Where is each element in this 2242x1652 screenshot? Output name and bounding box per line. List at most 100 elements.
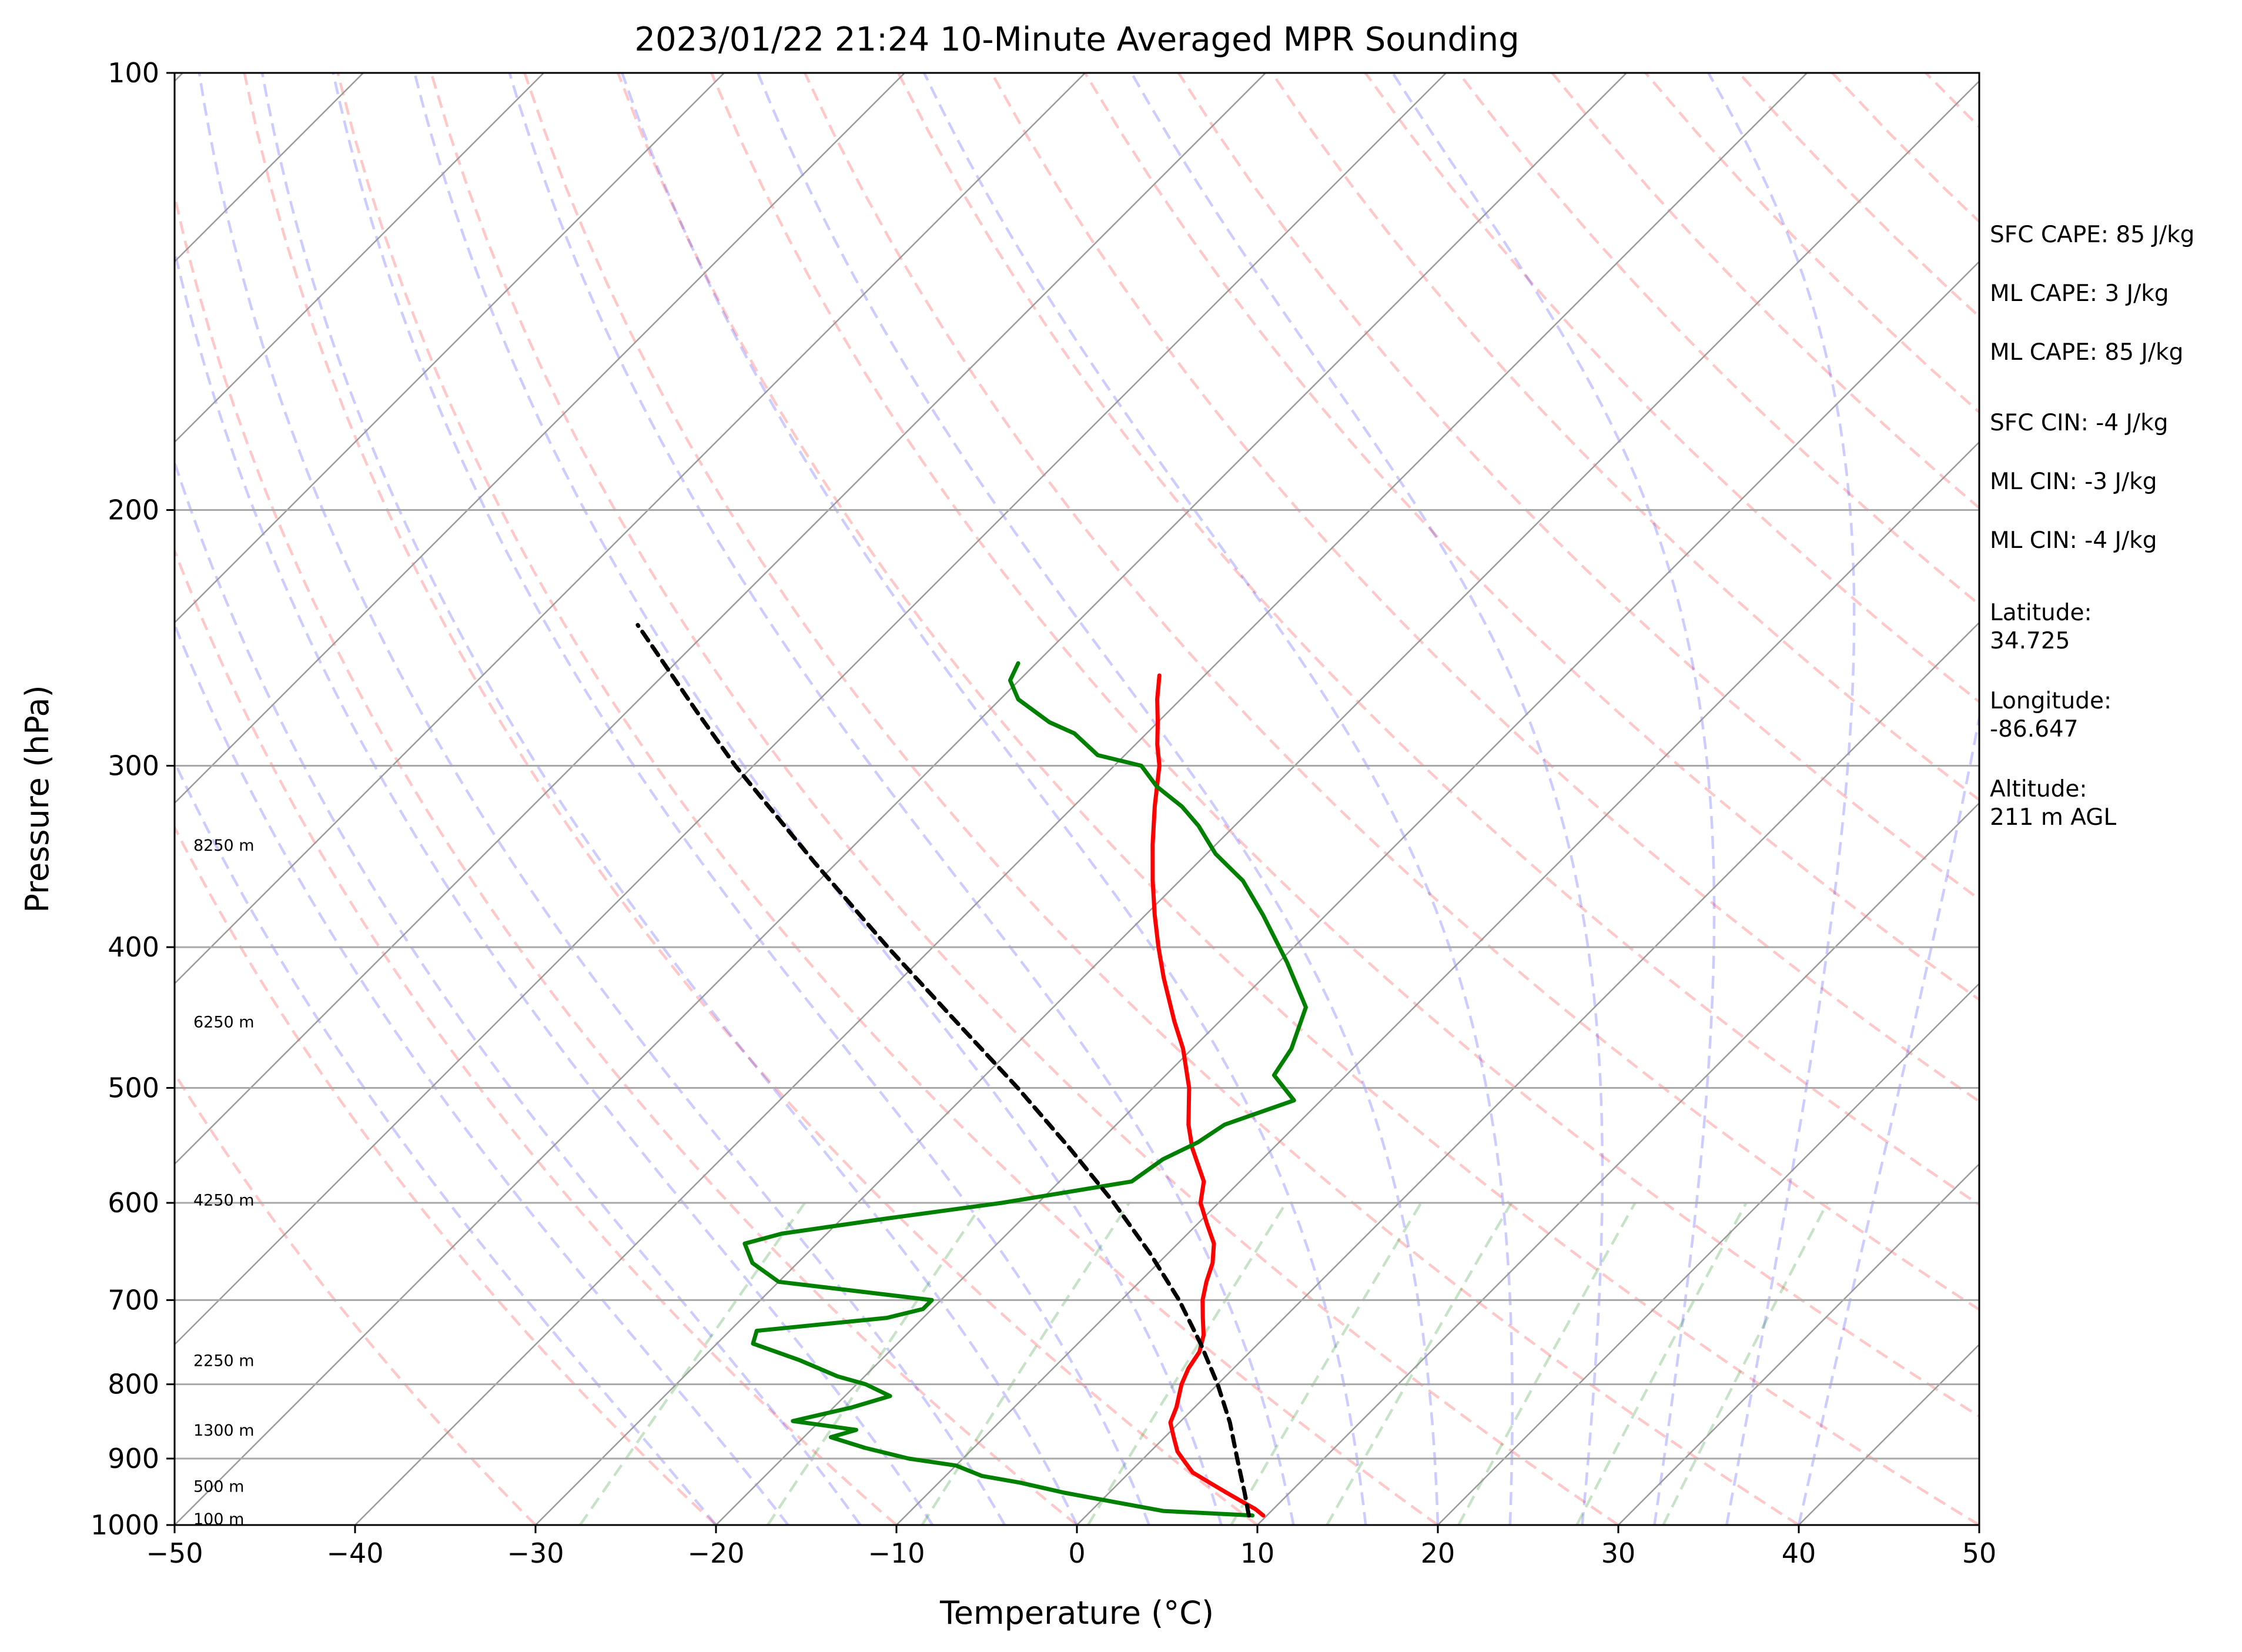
moist-adiabat-line <box>1797 711 1979 1525</box>
dry-adiabat-line <box>523 73 1800 1525</box>
moist-adiabat-line <box>923 73 1514 1525</box>
info-annotation-line: ML CIN: -4 J/kg <box>1990 527 2157 554</box>
y-axis-label: Pressure (hPa) <box>19 685 56 912</box>
x-axis-label: Temperature (°C) <box>939 1594 1214 1631</box>
series-layer <box>635 623 1308 1518</box>
info-annotation-line: ML CAPE: 85 J/kg <box>1990 339 2183 366</box>
isotherm-line <box>175 73 905 804</box>
mixing-ratio-line <box>1575 1202 1748 1525</box>
moist-adiabat-line <box>1391 73 1716 1525</box>
isotherm-line <box>1076 621 1979 1525</box>
x-tick-label: 0 <box>1068 1537 1085 1569</box>
height-label: 100 m <box>193 1510 244 1529</box>
moist-adiabat-line <box>1707 73 1856 1525</box>
info-annotation-line: ML CAPE: 3 J/kg <box>1990 280 2169 307</box>
y-tick-label: 1000 <box>91 1509 159 1541</box>
mixing-ratio-line <box>1230 1202 1423 1525</box>
y-tick-label: 100 <box>108 57 159 89</box>
x-tick-label: 10 <box>1240 1537 1275 1569</box>
info-annotation: Altitude: 211 m AGL <box>1990 776 2116 831</box>
y-tick-label: 200 <box>108 494 159 526</box>
height-labels: 100 m 500 m 1300 m 2250 m 4250 m 6250 m 8250 m <box>193 837 255 1529</box>
height-label: 8250 m <box>193 837 255 855</box>
info-annotation: Latitude: 34.725 <box>1990 600 2092 654</box>
chart-title: 2023/01/22 21:24 10-Minute Averaged MPR … <box>634 21 1519 59</box>
background-lines <box>0 73 1979 1525</box>
ticks-layer: −50 −40 −30 −20 −10 0 10 20 30 40 50 1000 900 800 700 6… <box>91 57 1996 1569</box>
moist-adiabat-line <box>621 73 1367 1525</box>
isotherm-line <box>175 73 1627 1525</box>
dry-adiabat-line <box>175 190 1078 1525</box>
isotherm-line <box>715 260 1979 1525</box>
mixing-ratio-line <box>578 1202 806 1525</box>
x-tick-label: 30 <box>1601 1537 1636 1569</box>
dry-adiabat-line <box>710 73 1979 1418</box>
y-tick-label: 700 <box>108 1284 159 1316</box>
moist-adiabat-line <box>757 73 1440 1525</box>
isotherm-line <box>175 73 1086 985</box>
height-label: 2250 m <box>193 1352 255 1370</box>
moist-adiabat-line <box>175 759 717 1525</box>
moist-adiabat-line <box>1130 73 1604 1525</box>
dry-adiabat-line <box>617 73 1979 1525</box>
dry-adiabat-line <box>990 73 1979 1103</box>
info-annotation-line: Latitude: <box>1990 600 2092 626</box>
info-annotation-line: Altitude: <box>1990 776 2087 802</box>
dry-adiabat-line <box>1364 73 1979 704</box>
x-tick-label: 50 <box>1962 1537 1997 1569</box>
x-tick-label: −10 <box>868 1537 925 1569</box>
isotherm-line <box>896 441 1979 1525</box>
y-tick-label: 800 <box>108 1369 159 1400</box>
dewpoint-line <box>742 661 1308 1518</box>
info-annotation-line: ML CIN: -3 J/kg <box>1990 469 2157 495</box>
info-annotation-line: SFC CAPE: 85 J/kg <box>1990 222 2194 248</box>
x-tick-label: −30 <box>507 1537 564 1569</box>
mixing-ratio-line <box>767 1202 985 1525</box>
isotherm-line <box>175 73 725 624</box>
dry-adiabat-line <box>804 73 1979 1312</box>
moist-adiabat-line <box>508 73 1295 1525</box>
x-tick-label: −20 <box>687 1537 744 1569</box>
info-panel: SFC CAPE: 85 J/kg ML CAPE: 3 J/kg ML CAPE:… <box>1990 222 2194 831</box>
moist-adiabat-line <box>413 73 1223 1525</box>
x-tick-label: −40 <box>326 1537 383 1569</box>
info-annotation: ML CAPE: 3 J/kg <box>1990 280 2169 307</box>
dry-adiabat-line <box>175 1071 537 1525</box>
height-label: 1300 m <box>193 1422 255 1440</box>
isotherm-line <box>354 73 1808 1525</box>
y-tick-label: 300 <box>108 750 159 781</box>
dry-adiabat-line <box>897 73 1979 1206</box>
isotherm-line <box>535 80 1979 1525</box>
info-annotation: ML CAPE: 85 J/kg <box>1990 339 2183 366</box>
y-tick-label: 400 <box>108 931 159 963</box>
y-tick-label: 900 <box>108 1443 159 1474</box>
info-annotation: SFC CAPE: 85 J/kg <box>1990 222 2194 248</box>
info-annotation-line: -86.647 <box>1990 716 2079 743</box>
isotherm-line <box>0 73 2 1525</box>
mixing-ratio-line <box>1662 1202 1829 1525</box>
moist-adiabat-line <box>175 458 862 1525</box>
parcel-line <box>635 623 1251 1518</box>
isotherm-line <box>175 73 1447 1346</box>
info-annotation: Longitude: -86.647 <box>1990 688 2112 743</box>
isotherm-line <box>175 73 544 443</box>
moist-adiabat-line <box>332 73 1150 1525</box>
mixing-ratio-line <box>921 1202 1130 1525</box>
info-annotation: ML CIN: -4 J/kg <box>1990 527 2157 554</box>
isotherm-line <box>1437 982 1979 1525</box>
dry-adiabat-line <box>336 73 1439 1525</box>
height-label: 6250 m <box>193 1013 255 1031</box>
moist-adiabat-line <box>260 73 1079 1525</box>
dry-adiabat-line <box>1177 73 1979 901</box>
y-tick-label: 500 <box>108 1072 159 1103</box>
info-annotation-line: Longitude: <box>1990 688 2112 714</box>
info-annotation-line: 34.725 <box>1990 628 2070 654</box>
info-annotation: SFC CIN: -4 J/kg <box>1990 410 2169 436</box>
isotherm-line <box>1618 1163 1979 1525</box>
x-tick-label: 20 <box>1421 1537 1455 1569</box>
x-tick-label: 40 <box>1782 1537 1816 1569</box>
plot-frame <box>173 72 1980 1526</box>
height-label: 4250 m <box>193 1192 255 1210</box>
dry-adiabat-line <box>243 73 1259 1525</box>
